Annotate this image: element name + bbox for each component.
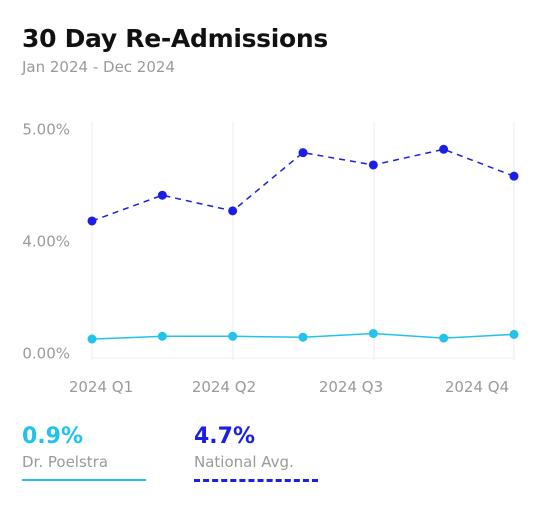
legend-swatch-national-avg (194, 479, 318, 482)
legend-value-dr-poelstra: 0.9% (22, 424, 84, 449)
data-point-dr-poelstra (87, 334, 97, 344)
data-point-dr-poelstra (298, 332, 308, 342)
data-point-national-avg (439, 144, 449, 154)
y-tick-label: 0.00% (22, 345, 70, 363)
data-point-national-avg (157, 190, 167, 200)
line-chart: 5.00% 4.00% 0.00% 2024 Q1 2024 Q2 2024 Q3 2024… (22, 121, 519, 396)
data-point-national-avg (368, 160, 378, 170)
legend-dr-poelstra: 0.9% Dr. Poelstra (22, 424, 146, 481)
data-point-dr-poelstra (439, 333, 449, 343)
data-point-national-avg (87, 216, 97, 226)
data-point-dr-poelstra (157, 331, 167, 341)
x-tick-label: 2024 Q3 (319, 378, 383, 396)
data-point-national-avg (509, 171, 519, 181)
legend-national-avg: 4.7% National Avg. (194, 424, 318, 482)
chart-subtitle: Jan 2024 - Dec 2024 (22, 58, 175, 76)
data-point-dr-poelstra (228, 331, 238, 341)
legend-swatch-dr-poelstra (22, 479, 146, 481)
x-tick-label: 2024 Q1 (69, 378, 133, 396)
data-point-national-avg (228, 206, 238, 216)
data-point-dr-poelstra (509, 329, 519, 339)
y-tick-label: 4.00% (22, 233, 70, 251)
x-tick-label: 2024 Q2 (192, 378, 256, 396)
x-tick-label: 2024 Q4 (445, 378, 509, 396)
legend-value-national-avg: 4.7% (194, 424, 256, 449)
data-point-dr-poelstra (368, 329, 378, 338)
data-point-national-avg (298, 148, 308, 158)
series-line-national-avg (91, 148, 515, 222)
legend-label-dr-poelstra: Dr. Poelstra (22, 453, 109, 471)
legend-label-national-avg: National Avg. (194, 453, 294, 471)
chart-title: 30 Day Re-Admissions (22, 24, 328, 53)
y-tick-label: 5.00% (22, 121, 70, 139)
